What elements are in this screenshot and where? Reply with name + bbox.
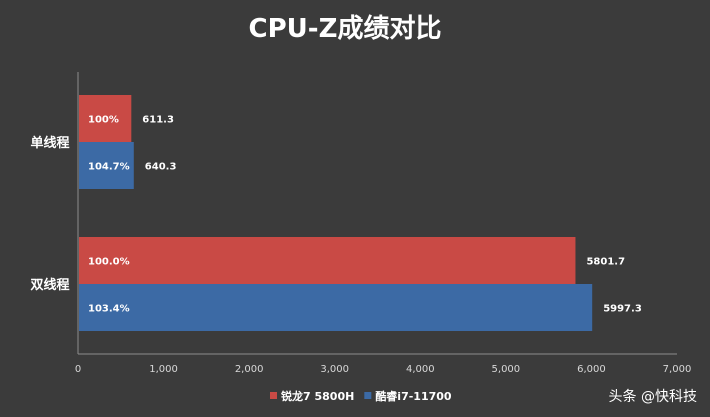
bar — [79, 284, 593, 331]
x-tick-label: 5,000 — [492, 364, 521, 375]
data-label: 611.3 — [142, 115, 174, 126]
bar-percent-label: 100% — [88, 115, 119, 126]
legend-entry: 锐龙7 5800H — [281, 389, 354, 403]
bar — [79, 95, 132, 142]
bar — [79, 142, 134, 189]
x-tick-label: 7,000 — [663, 364, 692, 375]
x-tick-label: 2,000 — [235, 364, 264, 375]
legend-swatch — [270, 392, 277, 399]
category-label: 双线程 — [30, 277, 69, 293]
x-tick-label: 3,000 — [320, 364, 349, 375]
bar-percent-label: 100.0% — [88, 257, 130, 268]
data-label: 5997.3 — [603, 304, 642, 315]
legend-swatch — [364, 392, 372, 399]
chart-marks: 0 1,000 2,000 3,000 4,000 5,000 6,000 7,000 单线程 1… — [30, 95, 691, 403]
bar — [79, 237, 576, 284]
data-label: 640.3 — [145, 162, 177, 173]
watermark: 头条 @快科技 — [609, 388, 697, 405]
legend-entry: 酷睿i7-11700 — [375, 389, 452, 403]
x-tick-label: 0 — [75, 364, 81, 375]
chart-title: CPU-Z成绩对比 — [249, 14, 442, 44]
x-tick-label: 1,000 — [149, 364, 178, 375]
bar-percent-label: 103.4% — [88, 304, 130, 315]
x-tick-label: 4,000 — [406, 364, 435, 375]
bar-percent-label: 104.7% — [88, 162, 130, 173]
data-label: 5801.7 — [586, 257, 625, 268]
category-label: 单线程 — [30, 135, 69, 151]
x-tick-label: 6,000 — [577, 364, 606, 375]
